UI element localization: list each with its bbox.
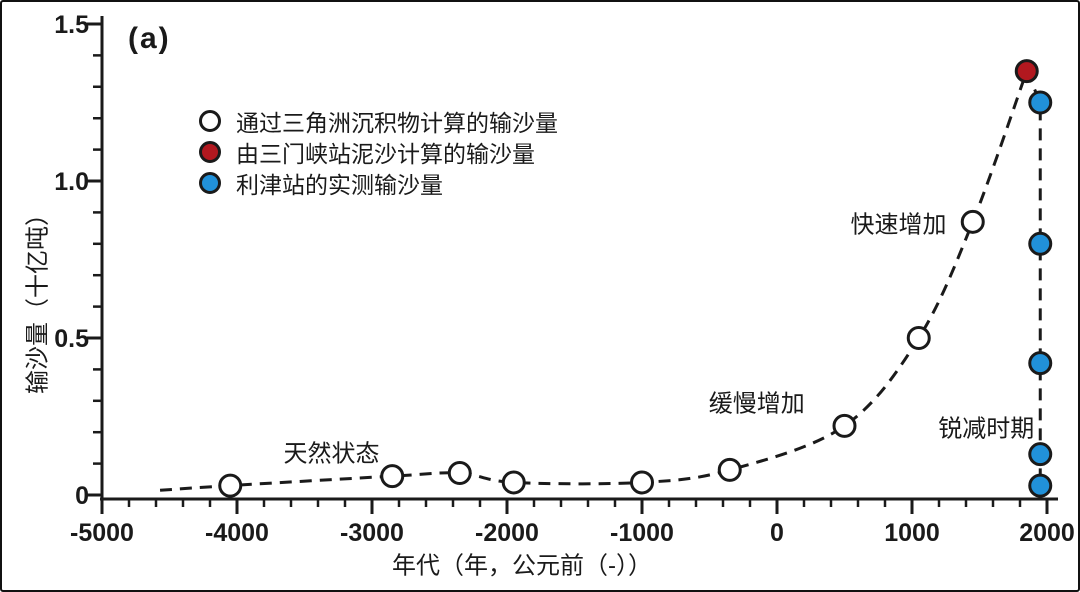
data-point-delta — [380, 464, 405, 489]
data-point-delta — [832, 413, 857, 438]
y-axis-title: 输沙量（十亿吨） — [24, 202, 52, 394]
x-tick-label: 0 — [770, 519, 784, 547]
x-tick-label: -2000 — [475, 519, 539, 547]
legend-item-lijin: 利津站的实测输沙量 — [199, 167, 558, 198]
open-circle-icon — [199, 109, 221, 132]
x-tick-label: -3000 — [340, 519, 404, 547]
data-point-delta — [906, 326, 931, 350]
y-tick-label: 1.5 — [54, 11, 89, 39]
annotation-text: 缓慢增加 — [708, 390, 805, 418]
data-point-sanmenxia — [1014, 59, 1039, 84]
legend-label: 由三门峡站泥沙计算的输沙量 — [236, 140, 535, 167]
y-tick-label: 1.0 — [54, 168, 89, 196]
data-point-delta — [447, 461, 472, 486]
data-point-delta — [960, 209, 985, 234]
red-circle-icon — [199, 140, 221, 163]
data-point-delta — [630, 470, 654, 495]
x-axis-title: 年代（年，公元前（-）） — [392, 552, 652, 580]
y-tick-label: 0.5 — [54, 325, 89, 353]
data-point-lijin — [1028, 351, 1053, 376]
data-point-lijin — [1028, 231, 1053, 256]
x-tick-label: 1000 — [884, 519, 940, 547]
trend-curve — [159, 70, 1029, 492]
data-point-lijin — [1028, 90, 1053, 115]
blue-circle-icon — [199, 171, 221, 194]
data-point-delta — [717, 457, 742, 482]
legend-item-sanmenxia: 由三门峡站泥沙计算的输沙量 — [199, 136, 558, 167]
data-point-lijin — [1028, 473, 1053, 498]
annotation-text: 锐减时期 — [938, 415, 1035, 443]
data-point-delta — [218, 473, 243, 498]
annotation-text: 快速增加 — [850, 211, 947, 239]
legend: 通过三角洲沉积物计算的输沙量 由三门峡站泥沙计算的输沙量 利津站的实测输沙量 — [199, 105, 558, 198]
legend-label: 通过三角洲沉积物计算的输沙量 — [236, 109, 558, 136]
legend-label: 利津站的实测输沙量 — [236, 171, 443, 198]
x-tick-label: -4000 — [205, 519, 269, 547]
legend-item-delta: 通过三角洲沉积物计算的输沙量 — [199, 105, 558, 136]
x-tick-label: -5000 — [70, 519, 134, 547]
panel-label: (a) — [128, 22, 171, 55]
x-tick-label: -1000 — [610, 519, 674, 547]
x-tick-label: 2000 — [1019, 519, 1075, 547]
y-tick-label: 0 — [75, 482, 89, 510]
data-point-lijin — [1028, 442, 1053, 467]
data-point-delta — [501, 470, 526, 495]
annotation-text: 天然状态 — [283, 440, 380, 468]
